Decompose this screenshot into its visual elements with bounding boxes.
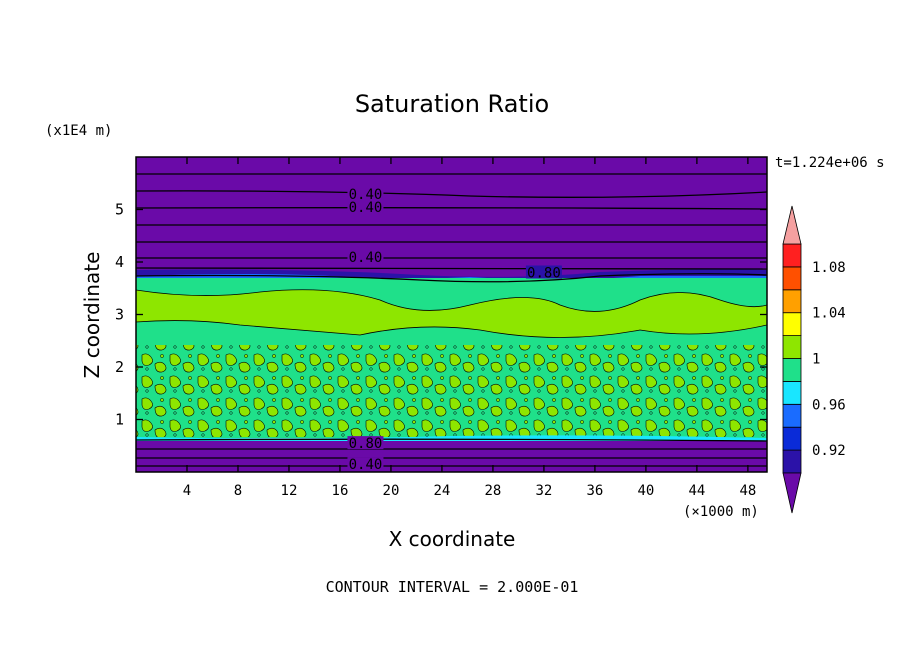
x-tick-label: 12 <box>281 483 298 499</box>
x-axis: 4 8 12 16 20 24 28 32 36 40 44 48 <box>183 157 756 499</box>
x-tick-label: 36 <box>586 483 603 499</box>
colorbar-label: 0.92 <box>812 443 846 459</box>
colorbar-band <box>782 266 802 291</box>
contour-line <box>136 190 767 198</box>
x-tick-label: 8 <box>234 483 242 499</box>
time-label: t=1.224e+06 s <box>775 155 885 171</box>
y-axis: 1 2 3 4 5 <box>115 201 767 429</box>
colorbar-band <box>782 449 802 474</box>
contour-label-bg <box>347 436 384 450</box>
colorbar-band <box>782 289 802 314</box>
y-tick-label: 4 <box>115 253 124 271</box>
x-unit-label: (×1000 m) <box>683 504 759 520</box>
upper-dry-layer <box>136 157 767 277</box>
contour-line <box>136 273 767 283</box>
x-tick-label: 28 <box>484 483 501 499</box>
contour-label: 0.40 <box>349 250 383 266</box>
contour-label-bg <box>347 186 384 200</box>
x-tick-label: 44 <box>688 483 705 499</box>
x-tick-label: 48 <box>739 483 756 499</box>
lower-dry-layer <box>136 441 767 472</box>
turbulent-mixing-zone <box>136 345 767 437</box>
contour-line <box>136 464 767 467</box>
contour-label-bg <box>347 457 384 471</box>
contour-line <box>136 207 767 210</box>
contour-line <box>136 224 767 227</box>
contour-line <box>136 257 767 260</box>
colorbar-label: 1.04 <box>812 306 846 322</box>
colorbar-label: 1.08 <box>812 260 846 276</box>
colorbar-label: 0.96 <box>812 397 846 413</box>
colorbar-band <box>782 426 802 451</box>
contour-line <box>136 267 767 270</box>
contour-lines <box>136 172 767 467</box>
colorbar-band <box>782 312 802 337</box>
contour-label: 0.40 <box>349 457 383 473</box>
contour-line <box>136 457 767 460</box>
contour-label-bg <box>525 265 562 279</box>
colorbar-band <box>782 403 802 428</box>
x-tick-label: 40 <box>637 483 654 499</box>
plot-area: 0.400.400.400.800.800.40 <box>136 157 767 473</box>
x-axis-title: X coordinate <box>389 527 516 551</box>
colorbar-band <box>782 335 802 359</box>
y-tick-label: 3 <box>115 306 124 324</box>
colorbar-high-arrow <box>782 205 802 245</box>
contour-line <box>136 438 767 442</box>
x-tick-label: 20 <box>383 483 400 499</box>
colorbar: 0.92 0.96 1 1.04 1.08 <box>782 205 846 514</box>
contour-label: 0.80 <box>349 436 383 452</box>
contour-line <box>136 241 767 244</box>
y-tick-label: 5 <box>115 201 124 219</box>
colorbar-band <box>782 358 802 382</box>
y-tick-label: 1 <box>115 411 124 429</box>
x-tick-label: 4 <box>183 483 191 499</box>
contour-labels: 0.400.400.400.800.800.40 <box>347 186 562 473</box>
footer-note: CONTOUR INTERVAL = 2.000E-01 <box>326 578 579 596</box>
supersat-band-upper <box>136 289 767 338</box>
colorbar-low-arrow <box>782 472 802 514</box>
contour-label: 0.40 <box>349 200 383 216</box>
chart-title: Saturation Ratio <box>355 90 549 118</box>
contour-line <box>136 447 767 450</box>
colorbar-band <box>782 380 802 405</box>
contour-label-bg <box>347 249 384 263</box>
colorbar-band <box>782 243 802 268</box>
contour-label-bg <box>347 199 384 213</box>
y-tick-label: 2 <box>115 358 124 376</box>
colorbar-label: 1 <box>812 352 820 368</box>
contour-label: 0.40 <box>349 187 383 203</box>
contour-label: 0.80 <box>527 266 561 282</box>
y-unit-label: (x1E4 m) <box>45 123 112 139</box>
x-tick-label: 24 <box>434 483 451 499</box>
y-axis-title: Z coordinate <box>80 252 104 379</box>
contour-line <box>136 172 767 175</box>
x-tick-label: 16 <box>332 483 349 499</box>
x-tick-label: 32 <box>535 483 552 499</box>
